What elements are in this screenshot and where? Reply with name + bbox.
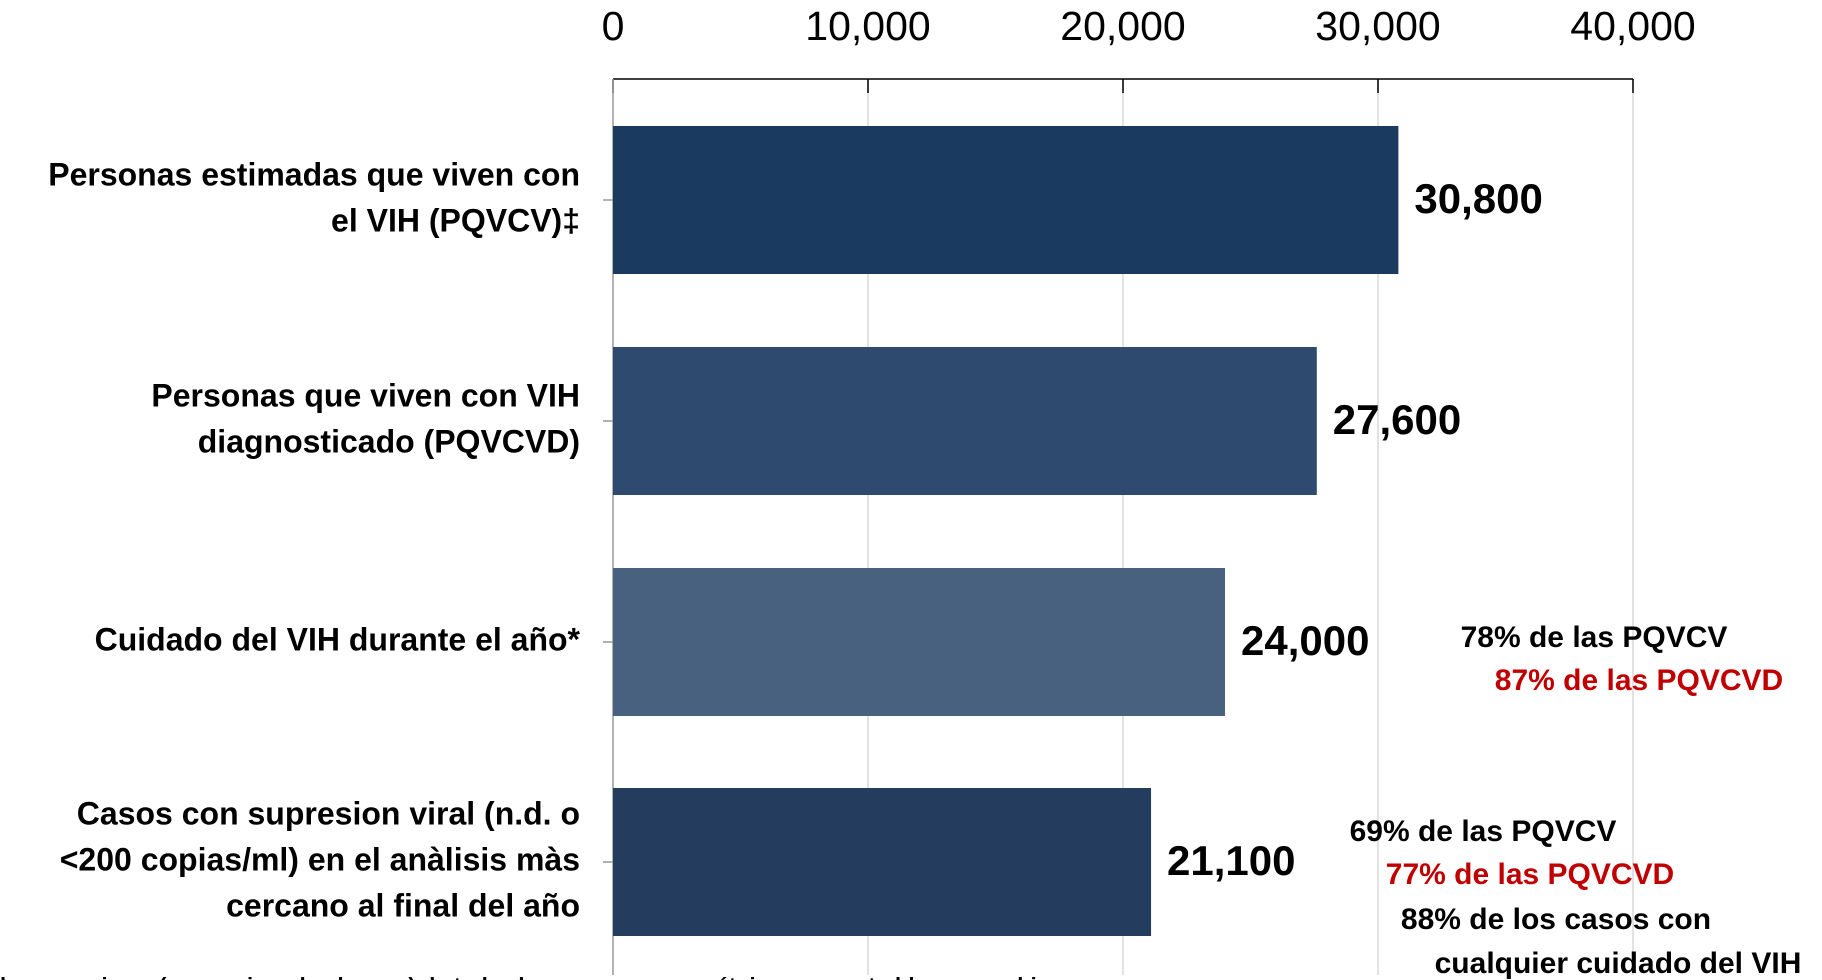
value-label: 24,000 (1241, 617, 1369, 664)
annotation: 77% de las PQVCVD (1386, 858, 1674, 891)
category-label: cercano al final del año (226, 887, 580, 923)
category-label: Cuidado del VIH durante el año* (95, 621, 581, 657)
annotation: 69% de las PQVCV (1350, 815, 1617, 848)
annotation: 87% de las PQVCVD (1495, 664, 1783, 697)
category-label: Casos con supresion viral (n.d. o (77, 795, 580, 831)
x-tick-label: 10,000 (805, 3, 930, 49)
category-label: Personas estimadas que viven con (48, 156, 580, 192)
category-label: el VIH (PQVCV)‡ (331, 202, 580, 238)
bar (613, 788, 1152, 936)
bar (613, 347, 1317, 495)
category-label: <200 copias/ml) en el anàlisis màs (60, 841, 580, 877)
x-tick-label: 30,000 (1315, 3, 1440, 49)
annotation: cualquier cuidado del VIH (1435, 947, 1802, 980)
category-label: diagnosticado (PQVCVD) (198, 423, 580, 459)
x-tick-label: 0 (602, 3, 625, 49)
bar (613, 126, 1399, 274)
x-tick-label: 40,000 (1570, 3, 1695, 49)
category-label: Personas que viven con VIH (151, 377, 580, 413)
value-label: 21,100 (1167, 837, 1295, 884)
annotation: 88% de los casos con (1401, 903, 1711, 936)
value-label: 27,600 (1333, 396, 1461, 443)
footnote: luye a mujeres (sexo asignado al nacer) … (0, 973, 1114, 980)
annotation: 78% de las PQVCV (1461, 621, 1728, 654)
value-label: 30,800 (1414, 175, 1542, 222)
x-tick-label: 20,000 (1060, 3, 1185, 49)
bar (613, 568, 1225, 716)
